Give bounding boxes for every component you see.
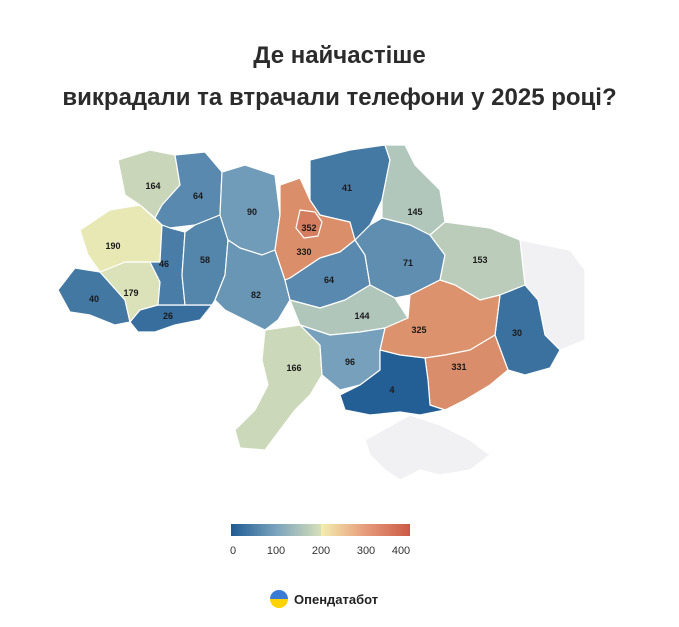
chart-title-line-2: викрадали та втрачали телефони у 2025 ро… <box>62 84 617 111</box>
region-kyiv-city <box>295 209 323 239</box>
region-vinnytsia <box>214 239 291 331</box>
region-label-kirovohrad: 144 <box>354 311 369 321</box>
region-label-ternopil: 46 <box>159 259 169 269</box>
legend-seg-300-400 <box>366 524 410 536</box>
legend-seg-0-100 <box>231 524 276 536</box>
region-crimea <box>364 414 491 481</box>
region-label-vinnytsia: 82 <box>251 290 261 300</box>
region-label-kyiv-oblast: 330 <box>296 247 311 257</box>
legend-tick-300: 300 <box>356 545 376 557</box>
region-label-kherson: 4 <box>389 385 394 395</box>
opendatabot-logo-icon <box>270 590 288 608</box>
region-label-zhytomyr: 90 <box>247 207 257 217</box>
region-kherson <box>339 349 446 416</box>
region-label-luhansk: 30 <box>512 328 522 338</box>
region-odesa <box>234 324 323 451</box>
region-label-lviv: 190 <box>105 241 120 251</box>
region-label-odesa: 166 <box>286 363 301 373</box>
legend-seg-200-300 <box>321 524 366 536</box>
region-label-dnipropetrovsk: 325 <box>411 325 426 335</box>
region-chernivtsi <box>129 304 213 333</box>
region-ternopil <box>149 224 186 306</box>
region-label-mykolaiv: 96 <box>345 357 355 367</box>
region-label-chernivtsi: 26 <box>163 311 173 321</box>
chart-title-line-1: Де найчастіше <box>253 42 426 69</box>
brand-footer: Опендатабот <box>270 590 378 608</box>
region-label-zaporizhzhia: 331 <box>451 362 466 372</box>
brand-name: Опендатабот <box>294 591 379 607</box>
legend-seg-100-200 <box>276 524 321 536</box>
region-label-khmelnytskyi: 58 <box>200 255 210 265</box>
color-scale-legend <box>231 524 410 536</box>
region-label-zakarpattia: 40 <box>89 294 99 304</box>
region-label-cherkasy: 64 <box>324 275 334 285</box>
region-label-volyn: 164 <box>145 181 160 191</box>
region-label-ivano-frankivsk: 179 <box>123 288 138 298</box>
region-label-kyiv-city: 352 <box>301 223 316 233</box>
region-label-poltava: 71 <box>403 258 413 268</box>
region-label-kharkiv: 153 <box>472 255 487 265</box>
legend-tick-400: 400 <box>391 545 411 557</box>
region-label-chernihiv: 41 <box>342 183 352 193</box>
region-label-sumy: 145 <box>407 207 422 217</box>
legend-tick-100: 100 <box>266 545 286 557</box>
legend-tick-0: 0 <box>229 545 237 557</box>
legend-tick-200: 200 <box>311 545 331 557</box>
region-label-rivne: 64 <box>193 191 203 201</box>
